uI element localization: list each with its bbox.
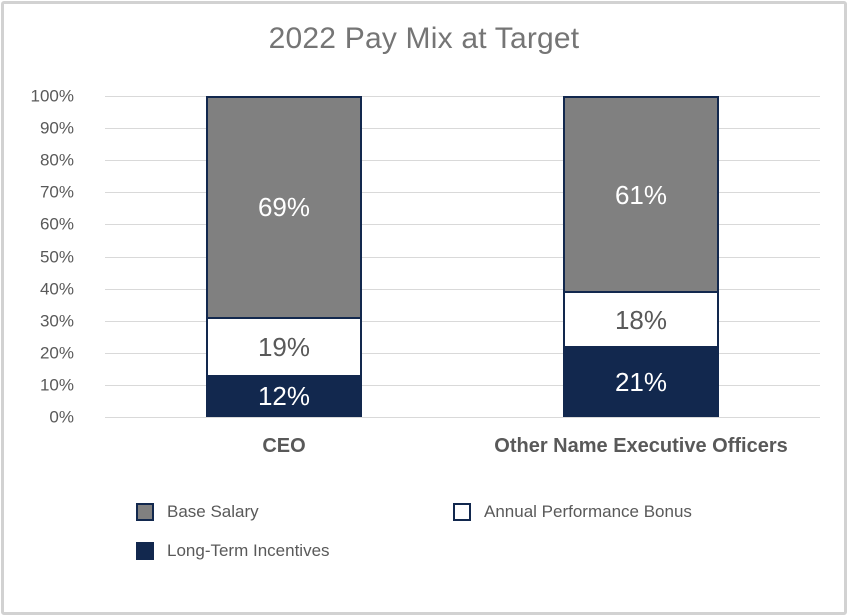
gridline	[105, 224, 820, 225]
y-tick-label: 30%	[39, 311, 74, 331]
legend-label: Long-Term Incentives	[167, 541, 330, 560]
chart-title: 2022 Pay Mix at Target	[268, 22, 580, 55]
gridline	[105, 417, 820, 418]
gridline	[105, 192, 820, 193]
y-tick-label: 90%	[39, 118, 74, 138]
bar-segment-long-term-incentives: 12%	[208, 376, 360, 415]
gridline	[105, 321, 820, 322]
legend-swatch-base-salary	[136, 503, 154, 521]
bar-segment-base-salary: 69%	[208, 98, 360, 317]
bar-segment-long-term-incentives: 21%	[565, 348, 717, 415]
bar-value-label: 61%	[614, 179, 668, 210]
legend-item: Long-Term Incentives	[136, 541, 453, 561]
plot-area: 69% 19% 12% 61% 18% 21%	[105, 96, 820, 418]
gridline	[105, 96, 820, 97]
y-tick-label: 80%	[39, 150, 74, 170]
bar-value-label: 69%	[257, 192, 311, 223]
legend-label: Annual Performance Bonus	[484, 502, 692, 521]
y-tick-label: 40%	[39, 279, 74, 299]
y-tick-label: 0%	[49, 407, 74, 427]
gridline	[105, 289, 820, 290]
legend-item: Annual Performance Bonus	[453, 502, 692, 522]
bar-value-label: 19%	[257, 331, 311, 362]
category-label: CEO	[262, 435, 306, 457]
bar-segment-base-salary: 61%	[565, 98, 717, 292]
gridline	[105, 257, 820, 258]
y-tick-label: 70%	[39, 182, 74, 202]
legend-item: Base Salary	[136, 502, 453, 522]
category-label: Other Name Executive Officers	[494, 435, 788, 457]
y-axis: 100% 90% 80% 70% 60% 50% 40% 30% 20% 10% 0%	[0, 88, 74, 426]
gridline	[105, 385, 820, 386]
gridline	[105, 353, 820, 354]
legend: Base Salary Annual Performance Bonus Long-…	[136, 502, 692, 561]
legend-label: Base Salary	[167, 502, 259, 521]
bar-value-label: 21%	[614, 366, 668, 397]
legend-swatch-annual-performance-bonus	[453, 503, 471, 521]
bar-value-label: 18%	[614, 304, 668, 335]
bar-segment-annual-performance-bonus: 19%	[208, 316, 360, 377]
x-axis: CEO Other Name Executive Officers	[105, 435, 820, 463]
y-tick-label: 20%	[39, 343, 74, 363]
bar-ceo: 69% 19% 12%	[206, 96, 362, 417]
gridline	[105, 160, 820, 161]
legend-swatch-long-term-incentives	[136, 542, 154, 560]
bar-value-label: 12%	[257, 380, 311, 411]
bar-other-name-executive-officers: 61% 18% 21%	[563, 96, 719, 417]
gridline	[105, 128, 820, 129]
y-tick-label: 60%	[39, 214, 74, 234]
y-tick-label: 10%	[39, 375, 74, 395]
y-tick-label: 50%	[39, 247, 74, 267]
bar-segment-annual-performance-bonus: 18%	[565, 291, 717, 349]
y-tick-label: 100%	[30, 86, 74, 106]
